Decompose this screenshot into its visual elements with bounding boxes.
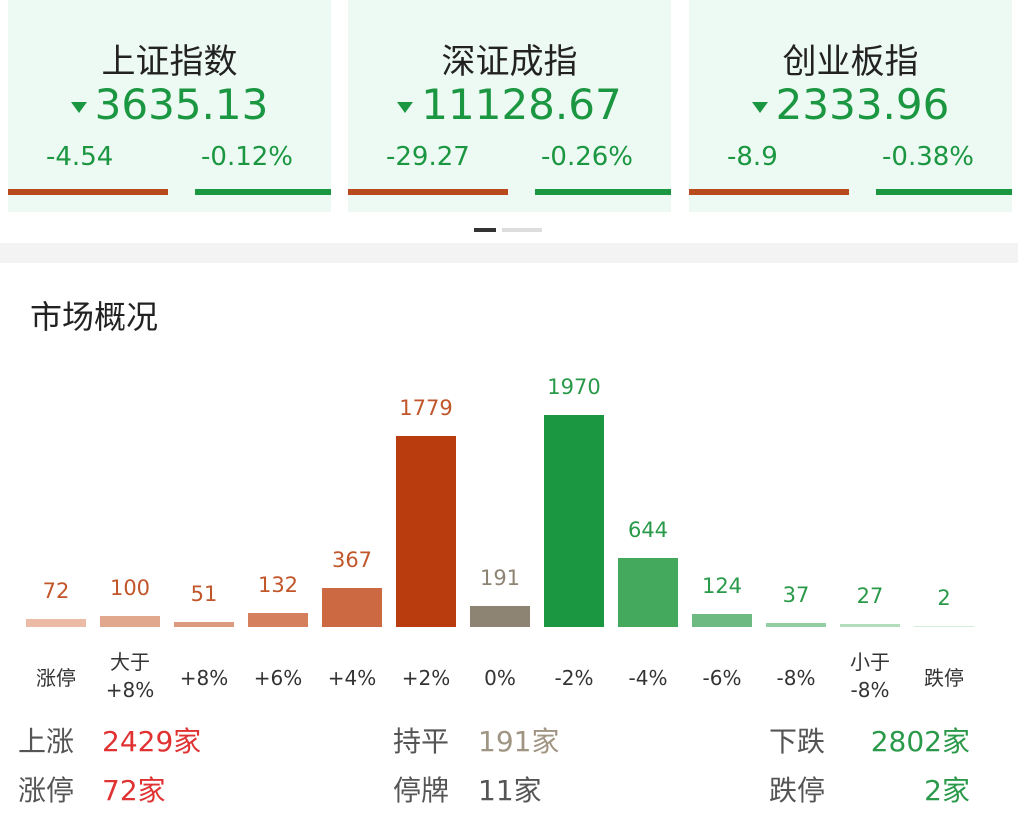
stat-label: 跌停: [769, 774, 826, 807]
bar: [248, 612, 308, 627]
section-title: 市场概况: [30, 298, 159, 336]
category-label: -6%: [702, 666, 742, 690]
stat-value: 2家: [924, 774, 970, 807]
bar: [914, 625, 974, 627]
category-label: -2%: [554, 666, 594, 690]
index-name: 创业板指: [782, 42, 919, 82]
index-name: 深证成指: [441, 42, 578, 82]
separator: [0, 243, 1018, 263]
value-label: 27: [856, 584, 884, 609]
stat-label: 下跌: [769, 725, 826, 758]
value-label: 72: [42, 579, 70, 604]
value-label: 1779: [399, 395, 453, 420]
page-dot: [474, 228, 496, 232]
category-label: +8%: [179, 666, 229, 690]
category-label: -4%: [628, 666, 668, 690]
index-change: -8.9: [727, 142, 778, 172]
bar: [470, 606, 530, 627]
stat-label: 持平: [393, 725, 450, 758]
category-label: 涨停: [36, 666, 76, 690]
stat-label: 停牌: [393, 774, 450, 807]
index-card[interactable]: 创业板指 2333.96 -8.9 -0.38%: [689, 0, 1012, 212]
stat-label: 上涨: [18, 725, 75, 758]
value-label: 1970: [547, 375, 601, 399]
index-card[interactable]: 深证成指 11128.67 -29.27 -0.26%: [348, 0, 671, 212]
down-bar: [8, 189, 168, 195]
index-value: 2333.96: [689, 80, 1012, 129]
index-pct: -0.12%: [201, 142, 293, 172]
bar: [174, 621, 234, 627]
down-bar: [689, 189, 849, 195]
stat-value: 72家: [102, 774, 166, 807]
stat-value: 11家: [478, 774, 542, 807]
up-bar: [195, 189, 331, 195]
value-label: 367: [331, 547, 373, 572]
value-label: 37: [782, 583, 810, 608]
bar: [100, 616, 160, 627]
bar: [26, 619, 86, 627]
bar: [396, 435, 456, 627]
page-dot: [502, 228, 542, 232]
index-name: 上证指数: [101, 42, 238, 82]
value-label: 124: [701, 573, 743, 598]
stat-label: 涨停: [18, 774, 75, 807]
category-label: +6%: [253, 666, 303, 690]
value-label: 2: [937, 585, 951, 610]
stat-value: 2802家: [870, 725, 970, 758]
category-label: 小于 -8%: [850, 650, 890, 702]
index-pct: -0.38%: [882, 142, 974, 172]
index-value: 3635.13: [8, 80, 331, 129]
stat-value: 2429家: [102, 725, 202, 758]
value-label: 51: [190, 581, 218, 606]
up-bar: [876, 189, 1012, 195]
value-label: 644: [627, 517, 669, 542]
index-change: -29.27: [386, 142, 470, 172]
value-label: 191: [479, 566, 521, 591]
category-label: +4%: [327, 666, 377, 690]
value-label: 100: [109, 576, 151, 601]
category-label: 跌停: [924, 666, 964, 690]
index-pct: -0.26%: [541, 142, 633, 172]
bar: [618, 557, 678, 627]
bar: [840, 624, 900, 627]
index-change: -4.54: [46, 142, 114, 172]
bar: [544, 415, 604, 627]
value-label: 132: [257, 572, 299, 597]
bar: [692, 613, 752, 627]
stat-value: 191家: [478, 725, 560, 758]
down-bar: [348, 189, 508, 195]
index-value: 11128.67: [348, 80, 671, 129]
category-label: +2%: [401, 666, 451, 690]
category-label: -8%: [776, 666, 816, 690]
category-label: 大于 +8%: [105, 650, 155, 702]
category-label: 0%: [484, 666, 516, 690]
bar: [766, 623, 826, 627]
up-bar: [535, 189, 671, 195]
bar: [322, 587, 382, 627]
index-card[interactable]: 上证指数 3635.13 -4.54 -0.12%: [8, 0, 331, 212]
